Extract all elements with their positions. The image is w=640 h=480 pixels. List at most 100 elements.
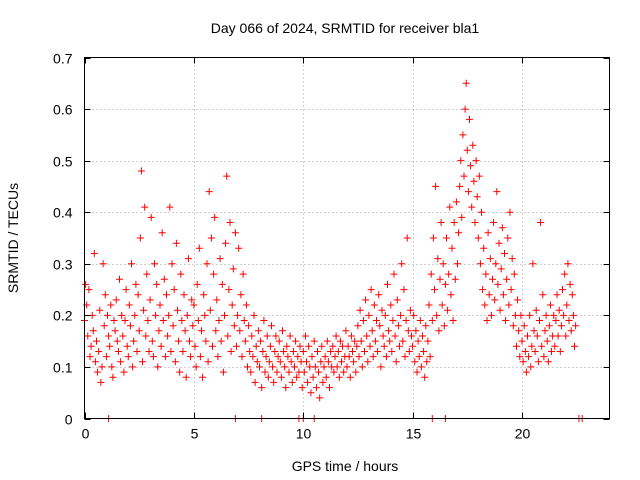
data-point [479,286,487,294]
data-point [366,342,374,350]
data-point [397,311,405,319]
data-point [557,322,565,330]
data-point [554,332,562,340]
data-point [182,373,190,381]
data-point [351,337,359,345]
data-point [97,378,105,386]
data-point [358,363,366,371]
data-point [323,337,331,345]
data-point [478,208,485,216]
data-point [394,322,402,330]
data-point [216,255,224,263]
data-point [338,358,345,366]
data-point [193,280,201,288]
data-point [416,317,424,324]
data-point [567,327,575,335]
data-point [530,327,538,335]
data-point [496,306,504,314]
data-point [282,384,290,392]
data-point [427,270,435,278]
data-point [485,291,493,299]
data-point [224,332,232,340]
data-point [428,317,436,324]
data-point [229,265,237,273]
data-point [492,260,500,268]
data-point [279,327,286,335]
data-point [482,270,490,278]
data-point [501,250,508,257]
data-point [447,291,455,299]
data-point [293,373,301,381]
data-point [211,213,219,221]
data-point [105,332,113,340]
data-point [252,342,260,350]
data-point [274,353,282,361]
data-point [457,157,465,165]
data-point [121,317,129,324]
data-point [336,337,344,345]
data-point [462,79,470,87]
data-point [126,322,134,330]
data-point [340,368,348,376]
data-point [169,322,177,330]
data-point [233,342,240,350]
data-point [234,311,242,319]
data-point [256,363,263,371]
data-point [294,353,302,361]
data-point [114,348,122,355]
data-point [369,353,377,361]
data-point [156,301,164,309]
data-point [385,327,393,335]
data-point [203,260,211,268]
data-point [436,275,444,283]
data-point [260,317,268,324]
data-point [309,373,317,381]
data-point [160,275,168,283]
data-point [317,358,325,366]
y-tick-label: 0.4 [53,205,73,221]
data-point [391,332,399,340]
data-point [179,348,187,355]
data-point [180,291,188,299]
data-point [120,368,128,376]
data-point [188,296,196,304]
data-point [141,203,149,211]
data-point [264,373,272,381]
data-point [222,239,230,247]
y-tick-label: 0.3 [53,257,73,273]
data-point [289,348,297,355]
x-tick-label: 20 [515,426,531,442]
data-point [90,250,98,257]
data-point [209,342,216,350]
data-point [454,260,461,268]
data-point [405,348,413,355]
data-point [505,301,513,309]
data-point [352,368,360,376]
data-point [221,311,228,319]
data-point [524,332,531,340]
data-point [497,265,505,273]
data-point [553,291,561,299]
data-point [143,270,151,278]
grid [84,57,610,419]
data-point [543,337,551,345]
data-point [187,353,195,361]
data-point [124,353,132,361]
data-point [129,363,137,371]
data-point [202,337,210,345]
data-point [225,286,233,294]
data-point [314,348,321,355]
data-point [343,363,351,371]
data-point [452,198,460,206]
data-point [438,301,446,309]
data-point [189,322,197,330]
data-point [157,342,165,350]
data-point [421,373,429,381]
data-point [258,384,266,392]
data-point [285,368,293,376]
data-point [459,131,467,139]
data-point [190,301,198,309]
data-point [386,337,394,345]
data-point [147,213,155,221]
data-point [381,311,389,319]
